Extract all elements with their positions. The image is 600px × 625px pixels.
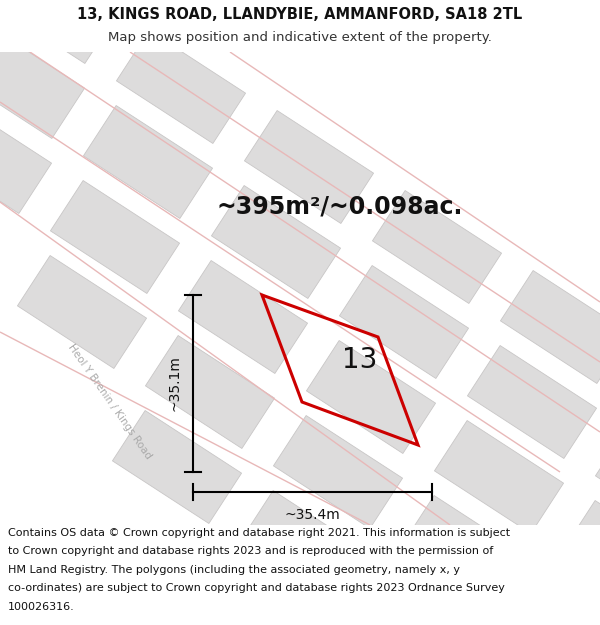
Text: co-ordinates) are subject to Crown copyright and database rights 2023 Ordnance S: co-ordinates) are subject to Crown copyr…	[8, 584, 505, 594]
Polygon shape	[0, 101, 52, 214]
Polygon shape	[178, 261, 308, 374]
Text: HM Land Registry. The polygons (including the associated geometry, namely x, y: HM Land Registry. The polygons (includin…	[8, 565, 460, 575]
Polygon shape	[50, 181, 179, 294]
Text: 13: 13	[343, 346, 377, 374]
Polygon shape	[274, 416, 403, 529]
Text: ~35.4m: ~35.4m	[284, 508, 340, 522]
Polygon shape	[17, 256, 146, 369]
Polygon shape	[401, 496, 530, 609]
Polygon shape	[0, 0, 118, 64]
Text: ~395m²/~0.098ac.: ~395m²/~0.098ac.	[217, 195, 463, 219]
Polygon shape	[467, 346, 596, 459]
Text: Heol Y Brenin / Kings Road: Heol Y Brenin / Kings Road	[67, 342, 154, 461]
Polygon shape	[368, 571, 497, 625]
Polygon shape	[340, 266, 469, 379]
Text: 13, KINGS ROAD, LLANDYBIE, AMMANFORD, SA18 2TL: 13, KINGS ROAD, LLANDYBIE, AMMANFORD, SA…	[77, 7, 523, 22]
Polygon shape	[83, 106, 212, 219]
Text: to Crown copyright and database rights 2023 and is reproduced with the permissio: to Crown copyright and database rights 2…	[8, 546, 493, 556]
Polygon shape	[500, 271, 600, 384]
Polygon shape	[373, 191, 502, 304]
Polygon shape	[241, 491, 370, 604]
Text: 100026316.: 100026316.	[8, 602, 75, 612]
Polygon shape	[0, 26, 85, 139]
Polygon shape	[562, 501, 600, 614]
Polygon shape	[145, 336, 275, 449]
Polygon shape	[595, 426, 600, 539]
Text: Contains OS data © Crown copyright and database right 2021. This information is : Contains OS data © Crown copyright and d…	[8, 528, 510, 538]
Text: Map shows position and indicative extent of the property.: Map shows position and indicative extent…	[108, 31, 492, 44]
Polygon shape	[307, 341, 436, 454]
Polygon shape	[244, 111, 374, 224]
Polygon shape	[434, 421, 563, 534]
Polygon shape	[116, 31, 245, 144]
Polygon shape	[529, 576, 600, 625]
Text: ~35.1m: ~35.1m	[167, 356, 181, 411]
Polygon shape	[211, 186, 341, 299]
Polygon shape	[208, 566, 337, 625]
Polygon shape	[112, 411, 242, 524]
